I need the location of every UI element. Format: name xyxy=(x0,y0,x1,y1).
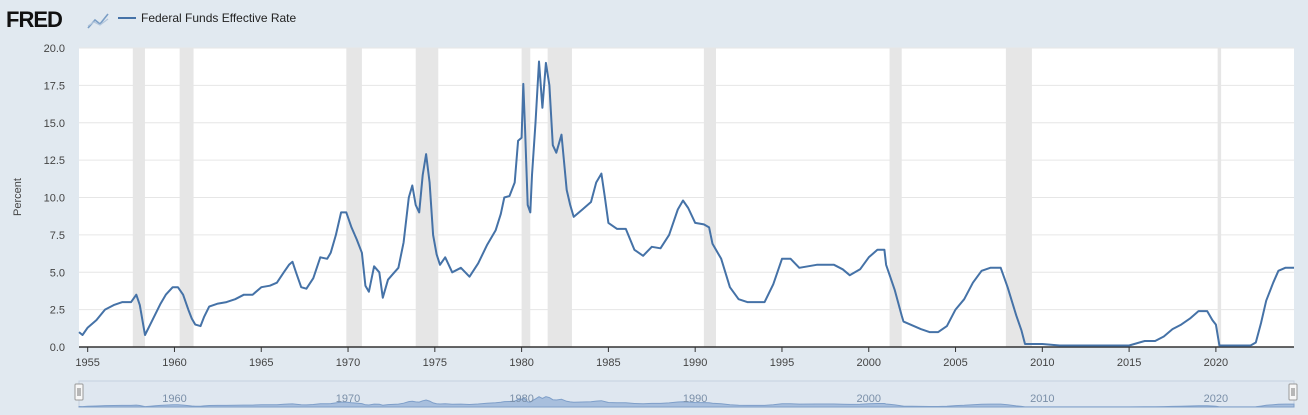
y-tick-label: 17.5 xyxy=(44,80,65,92)
navigator-tick-label: 2000 xyxy=(857,393,881,405)
navigator-tick-label: 1970 xyxy=(336,393,360,405)
y-tick-label: 2.5 xyxy=(50,305,65,317)
navigator-tick-labels: 1960 1970 1980 1990 2000 2010 2020 xyxy=(162,393,1228,405)
y-axis-tick-labels: 0.0 2.5 5.0 7.5 10.0 12.5 15.0 17.5 20.0 xyxy=(44,43,65,354)
x-tick-label: 2015 xyxy=(1117,357,1141,369)
y-tick-label: 10.0 xyxy=(44,193,65,205)
navigator-right-handle[interactable] xyxy=(1288,383,1298,401)
navigator-tick-label: 2010 xyxy=(1030,393,1054,405)
x-tick-label: 2010 xyxy=(1030,357,1054,369)
y-tick-label: 7.5 xyxy=(50,230,65,242)
navigator-left-handle[interactable] xyxy=(74,383,84,401)
x-tick-label: 1980 xyxy=(509,357,533,369)
x-tick-label: 1975 xyxy=(423,357,447,369)
navigator-tick-label: 1960 xyxy=(162,393,186,405)
y-tick-label: 5.0 xyxy=(50,267,65,279)
y-axis-title: Percent xyxy=(12,178,24,216)
fred-logo: FRED xyxy=(6,7,62,32)
x-axis-tick-labels: 1955 1960 1965 1970 1975 1980 1985 1990 1995 2000… xyxy=(75,347,1228,369)
x-tick-label: 1990 xyxy=(683,357,707,369)
y-tick-label: 0.0 xyxy=(50,342,65,354)
legend-label: Federal Funds Effective Rate xyxy=(141,11,297,25)
navigator-series-area xyxy=(78,396,1295,408)
x-tick-label: 2000 xyxy=(857,357,881,369)
navigator-tick-label: 1980 xyxy=(509,393,533,405)
series-line-federal-funds-rate xyxy=(78,60,1294,347)
y-tick-label: 15.0 xyxy=(44,118,65,130)
x-tick-label: 1970 xyxy=(336,357,360,369)
x-tick-label: 2005 xyxy=(943,357,967,369)
x-tick-label: 1960 xyxy=(162,357,186,369)
y-tick-label: 12.5 xyxy=(44,155,65,167)
navigator-tick-label: 2020 xyxy=(1204,393,1228,405)
y-tick-label: 20.0 xyxy=(44,43,65,55)
navigator-tick-label: 1990 xyxy=(683,393,707,405)
x-tick-label: 1965 xyxy=(249,357,273,369)
x-tick-label: 2020 xyxy=(1204,357,1228,369)
x-tick-label: 1985 xyxy=(596,357,620,369)
range-navigator[interactable]: 1960 1970 1980 1990 2000 2010 2020 xyxy=(74,380,1298,408)
gridlines xyxy=(79,47,1294,311)
x-tick-label: 1995 xyxy=(770,357,794,369)
line-chart-icon xyxy=(87,13,109,29)
x-tick-label: 1955 xyxy=(75,357,99,369)
